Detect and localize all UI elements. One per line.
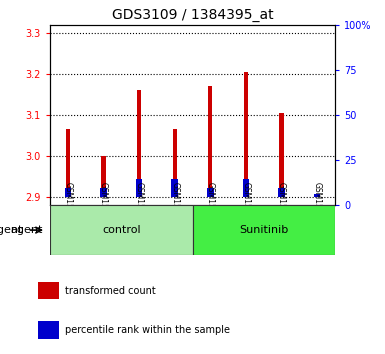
Text: control: control (102, 225, 141, 235)
Text: agent: agent (10, 225, 42, 235)
Bar (280, 113, 284, 197)
Text: GSM159835: GSM159835 (170, 182, 179, 228)
Bar (172, 130, 177, 197)
Bar (65, 188, 71, 197)
Bar (192, 205, 335, 255)
Bar (66, 130, 70, 197)
Text: percentile rank within the sample: percentile rank within the sample (65, 325, 231, 335)
Bar (136, 179, 142, 197)
Bar (171, 179, 178, 197)
Bar (208, 86, 213, 197)
Text: GSM159837: GSM159837 (277, 182, 286, 228)
Text: agent: agent (0, 225, 22, 235)
Bar (101, 156, 105, 197)
Bar (244, 72, 248, 197)
Text: GSM159830: GSM159830 (64, 182, 72, 228)
Bar (50, 205, 192, 255)
Bar (314, 194, 320, 197)
Text: transformed count: transformed count (65, 286, 156, 296)
Bar (100, 188, 107, 197)
Text: Sunitinib: Sunitinib (239, 225, 288, 235)
Text: GSM159832: GSM159832 (241, 182, 250, 228)
Text: GSM159831: GSM159831 (206, 182, 215, 228)
Bar (278, 188, 285, 197)
Bar (137, 90, 141, 197)
Bar (38, 282, 59, 299)
Text: GSM159833: GSM159833 (99, 182, 108, 228)
Bar (243, 179, 249, 197)
Title: GDS3109 / 1384395_at: GDS3109 / 1384395_at (112, 8, 273, 22)
Bar (207, 188, 214, 197)
Text: GSM159834: GSM159834 (135, 182, 144, 228)
Bar (38, 321, 59, 339)
Text: GSM159838: GSM159838 (313, 182, 321, 228)
